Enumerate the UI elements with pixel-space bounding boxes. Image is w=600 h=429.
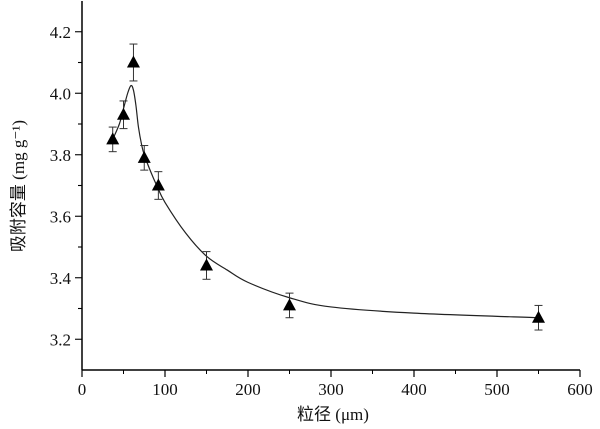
y-tick-label: 3.4 — [50, 269, 72, 288]
y-axis-label: 吸附容量 (mg g⁻¹) — [9, 120, 28, 252]
x-tick-label: 400 — [401, 380, 427, 399]
data-point-triangle — [106, 132, 120, 145]
axes: 0 100 200 300 400 500 600 3.2 3.4 3.6 3.8 4.0 4.2 — [50, 1, 593, 399]
fit-curve — [112, 84, 539, 319]
data-point-triangle — [151, 178, 165, 191]
x-tick-label: 200 — [235, 380, 261, 399]
data-point-triangle — [126, 55, 140, 68]
y-tick-label: 3.6 — [50, 207, 71, 226]
data-point-triangle — [117, 107, 130, 120]
x-axis-label: 粒径 (μm) — [297, 405, 369, 424]
data-point-triangle — [283, 298, 296, 311]
y-tick-label: 3.2 — [50, 330, 71, 349]
x-tick-label: 500 — [484, 380, 510, 399]
y-tick-label: 4.0 — [50, 84, 71, 103]
data-point-triangle — [532, 310, 545, 323]
y-tick-label: 3.8 — [50, 146, 71, 165]
data-point-triangle — [137, 150, 151, 163]
x-tick-label: 300 — [318, 380, 344, 399]
x-tick-label: 0 — [78, 380, 87, 399]
data-point-triangle — [200, 258, 213, 271]
x-tick-label: 600 — [567, 380, 593, 399]
x-tick-label: 100 — [152, 380, 178, 399]
data-points — [106, 43, 545, 331]
y-tick-label: 4.2 — [50, 23, 71, 42]
